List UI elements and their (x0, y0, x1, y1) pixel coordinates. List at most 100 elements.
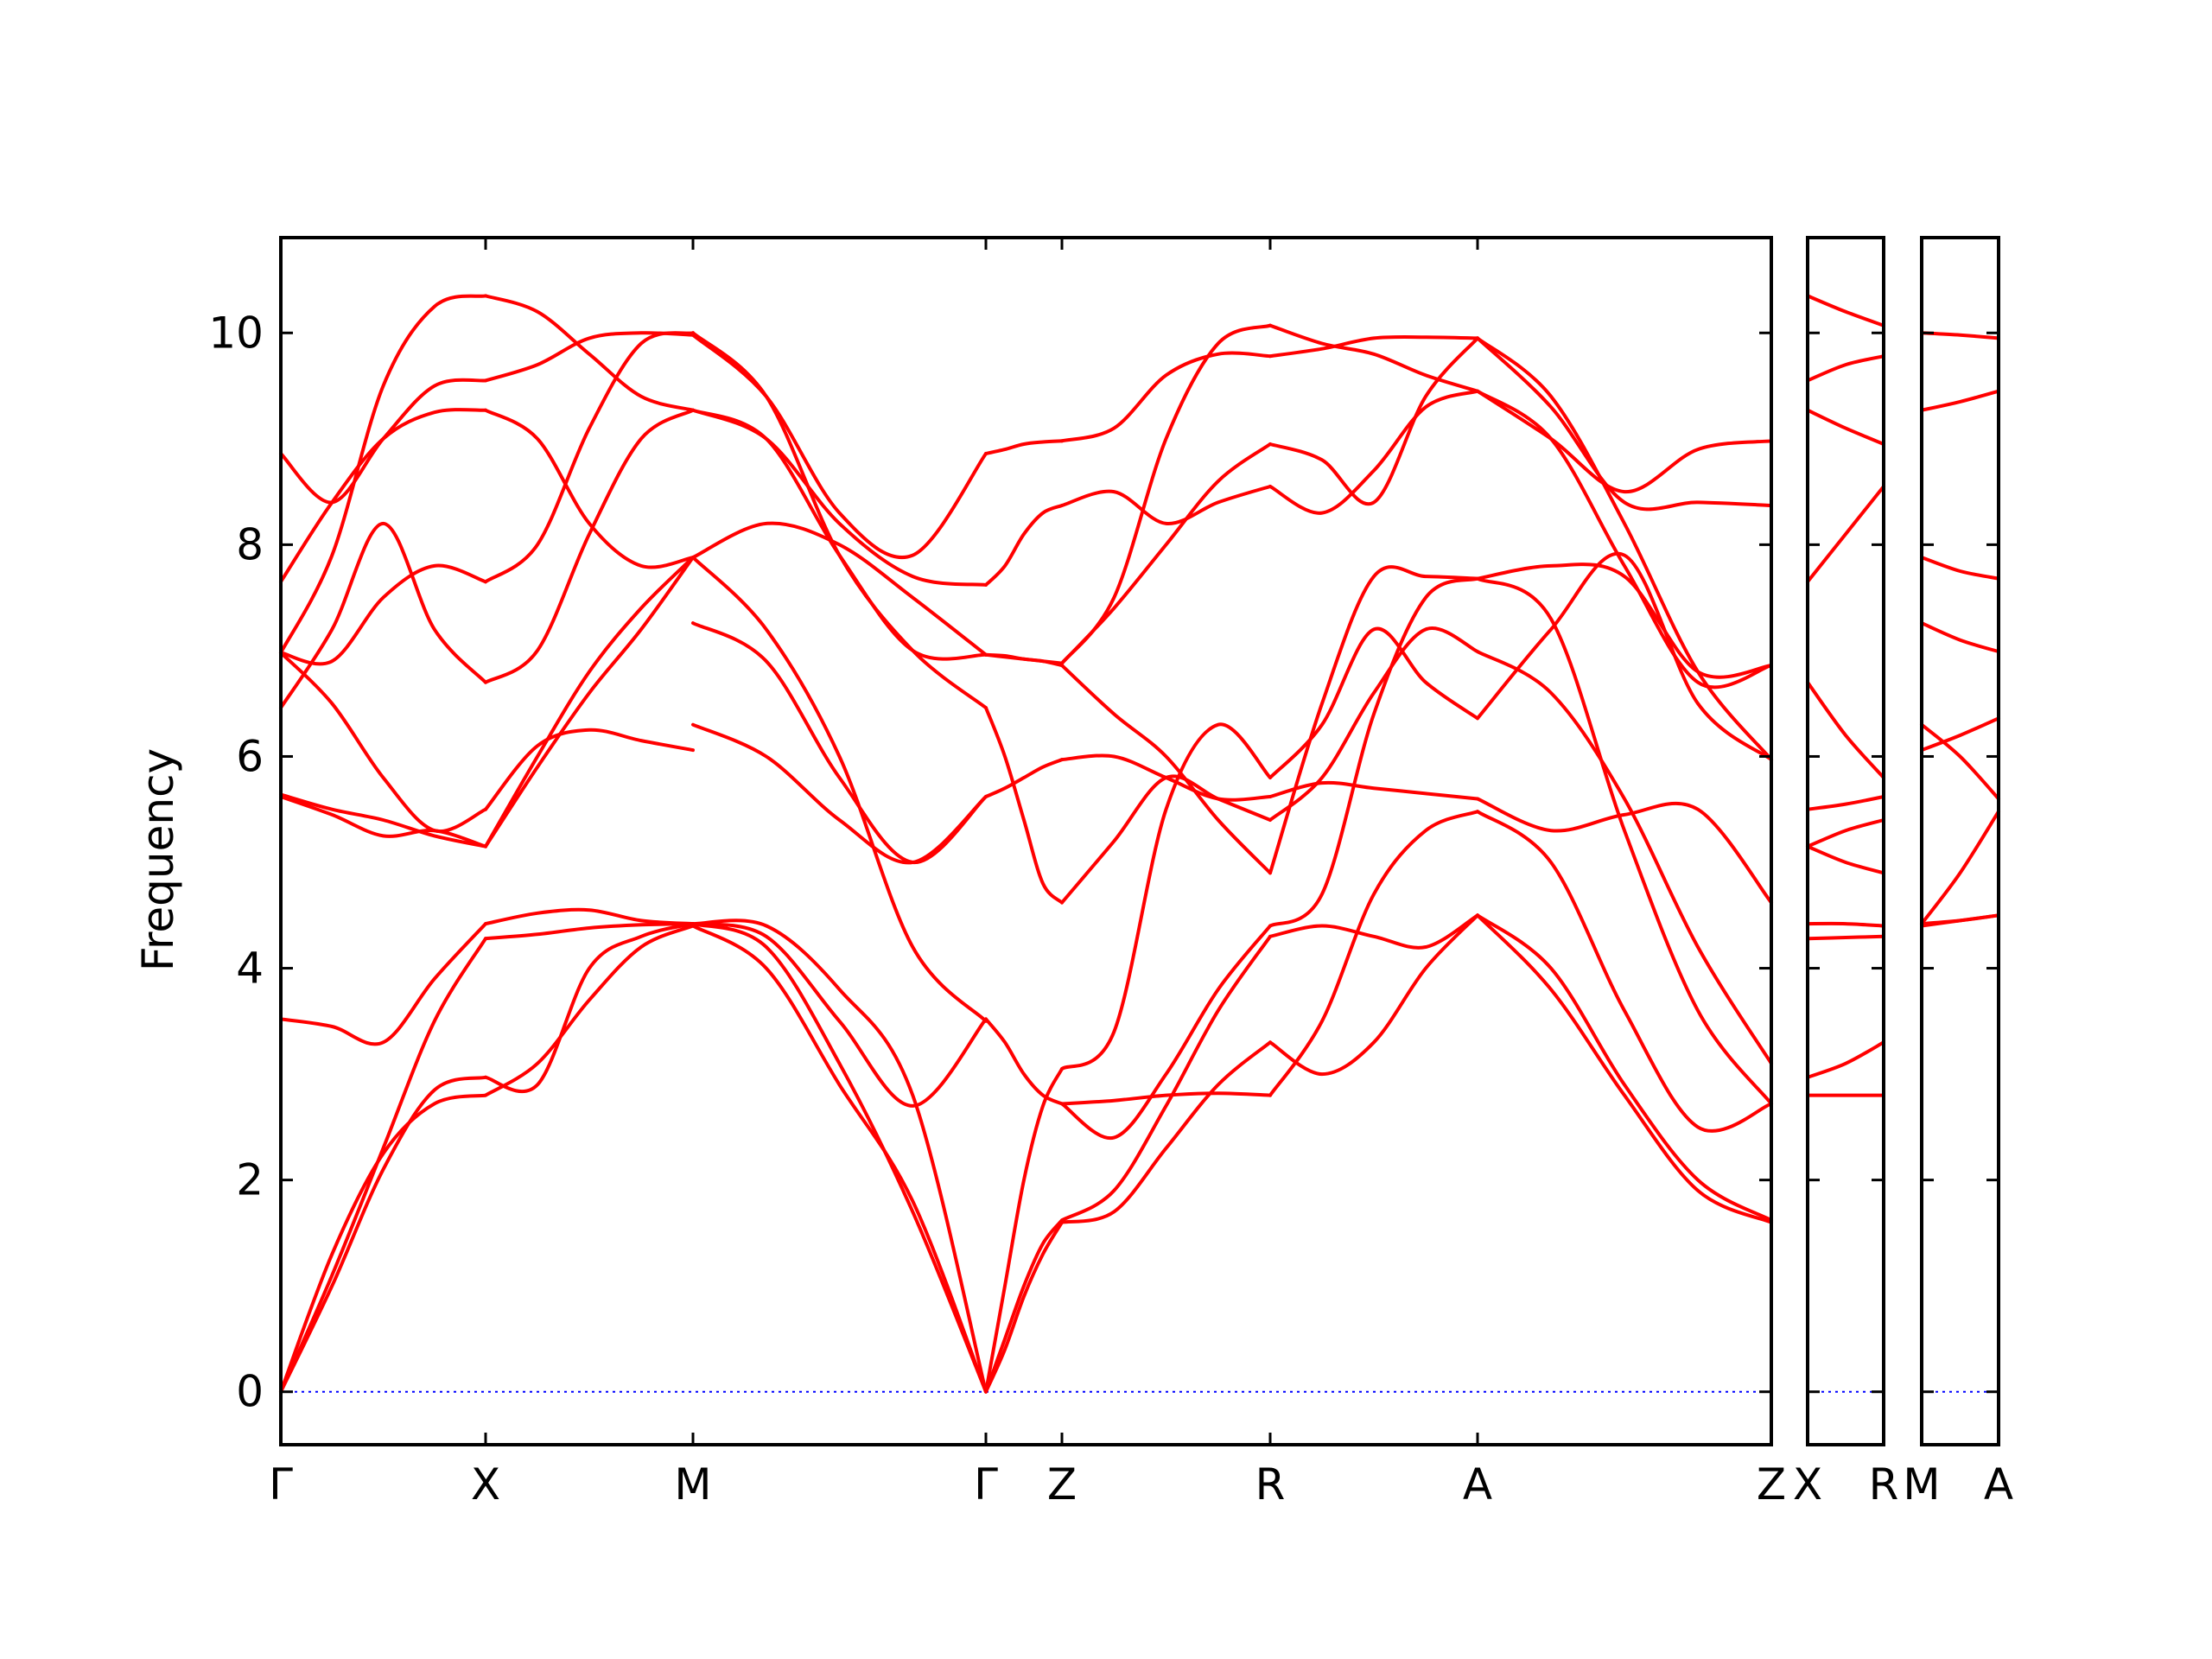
band-main-A-Z-8 (1476, 336, 1773, 512)
band-main-R-A-0 (1268, 913, 1479, 1077)
band-main-M-Γ-4 (691, 556, 988, 1023)
band-main-R-A-6 (1268, 626, 1479, 779)
xtick-label-X-R-1: R (1869, 1459, 1899, 1510)
band-M-A-M-A-2 (1920, 810, 2000, 926)
y-axis-label: Frequency (133, 748, 183, 971)
band-X-R-X-R-7 (1806, 680, 1885, 779)
band-main-Γ-Z-3 (984, 1017, 1064, 1106)
frame-main (279, 236, 1773, 1446)
band-X-R-X-R-11 (1806, 294, 1885, 327)
band-main-X-M-7 (484, 331, 695, 584)
band-main-A-Z-1 (1476, 913, 1773, 1223)
band-main-Z-R-9 (1060, 485, 1272, 525)
band-M-A-M-A-3 (1920, 556, 2000, 581)
band-main-Γ-Z-4 (984, 758, 1064, 798)
band-main-Z-R-7 (1060, 664, 1272, 875)
band-main-M-Γ-1 (691, 922, 988, 1394)
band-main-R-A-3 (1268, 576, 1479, 928)
xtick-label-M-A-0: M (1903, 1459, 1940, 1510)
ytick-label-6: 6 (236, 731, 264, 781)
band-main-Γ-X-1 (279, 1075, 487, 1394)
band-main-M-Γ-6 (691, 722, 988, 865)
band-main-Γ-Z-7 (984, 652, 1064, 665)
band-main-A-Z-10 (1476, 336, 1773, 762)
band-main-Γ-Z-5 (984, 706, 1064, 905)
band-main-Z-R-4 (1060, 924, 1272, 1141)
band-main-Γ-X-6 (279, 651, 487, 834)
band-main-M-Γ-5 (691, 621, 988, 865)
band-M-A-M-A-1 (1920, 913, 2000, 926)
band-main-X-M-4 (484, 556, 695, 849)
band-main-M-Γ-2 (691, 918, 988, 1394)
ytick-label-2: 2 (236, 1155, 264, 1205)
band-main-R-A-4 (1268, 626, 1479, 822)
axis-ticks (279, 238, 2000, 1445)
band-main-X-M-10 (484, 331, 695, 383)
band-main-R-A-9 (1268, 389, 1479, 515)
band-main-Γ-X-2 (279, 937, 487, 1394)
band-main-X-M-0 (484, 924, 695, 1097)
band-main-Z-R-2 (1060, 1091, 1272, 1106)
band-main-X-M-6 (484, 728, 695, 811)
xtick-label-main-7: Z (1757, 1459, 1786, 1510)
band-main-R-A-10 (1268, 334, 1479, 359)
band-main-Γ-X-3 (279, 922, 487, 1046)
band-X-R-X-R-3 (1806, 921, 1885, 928)
ytick-label-0: 0 (236, 1367, 264, 1417)
band-main-Γ-X-0 (279, 1093, 487, 1394)
xtick-label-main-0: Γ (269, 1459, 293, 1510)
xtick-label-main-3: Γ (974, 1459, 998, 1510)
band-main-A-Z-3 (1476, 576, 1773, 1106)
band-main-M-Γ-11 (691, 408, 988, 661)
band-main-Z-R-10 (1060, 351, 1272, 443)
ytick-label-8: 8 (236, 519, 264, 569)
band-main-Γ-X-11 (279, 294, 487, 655)
frame-M-A (1920, 236, 2000, 1446)
ytick-label-4: 4 (236, 944, 264, 994)
band-main-X-M-11 (484, 294, 695, 412)
xtick-label-M-A-1: A (1984, 1459, 2013, 1510)
band-main-R-A-11 (1268, 323, 1479, 393)
band-X-R-X-R-8 (1806, 485, 1885, 584)
band-X-R-X-R-5 (1806, 818, 1885, 849)
band-main-Z-R-1 (1060, 934, 1272, 1223)
frame-X-R (1806, 236, 1885, 1446)
xtick-label-main-5: R (1255, 1459, 1286, 1510)
band-main-Z-R-11 (1060, 323, 1272, 665)
band-X-R-X-R-1 (1806, 1040, 1885, 1079)
band-M-A-M-A-7 (1920, 389, 2000, 412)
band-X-R-X-R-9 (1806, 408, 1885, 446)
xtick-label-main-2: M (674, 1459, 711, 1510)
band-X-R-X-R-4 (1806, 844, 1885, 875)
ytick-label-10: 10 (208, 308, 264, 358)
band-main-R-A-7 (1268, 565, 1479, 875)
band-main-Γ-X-4 (279, 795, 487, 849)
band-main-M-Γ-0 (691, 924, 988, 1394)
band-main-R-A-5 (1268, 780, 1479, 801)
band-main-A-Z-5 (1476, 797, 1773, 905)
band-main-X-M-3 (484, 907, 695, 926)
band-main-Z-R-0 (1060, 1040, 1272, 1224)
band-M-A-M-A-4 (1920, 621, 2000, 654)
band-main-M-Γ-9 (691, 408, 988, 587)
band-main-R-A-1 (1268, 913, 1479, 950)
band-main-R-A-2 (1268, 810, 1479, 1097)
band-main-Z-R-6 (1060, 753, 1272, 802)
band-main-A-Z-11 (1476, 389, 1773, 690)
band-main-X-M-9 (484, 408, 695, 569)
band-main-M-Γ-8 (691, 331, 988, 710)
band-X-R-X-R-2 (1806, 934, 1885, 941)
band-main-Γ-X-9 (279, 408, 487, 584)
xtick-label-X-R-0: X (1793, 1459, 1822, 1510)
band-main-X-M-8 (484, 408, 695, 684)
band-main-Γ-Z-0 (984, 1220, 1064, 1394)
band-main-M-Γ-7 (691, 521, 988, 657)
panel-frames (279, 236, 2000, 1446)
band-main-M-Γ-3 (691, 922, 988, 1108)
band-M-A-M-A-6 (1920, 722, 2000, 801)
band-main-X-M-1 (484, 922, 695, 1093)
band-main-A-Z-0 (1476, 913, 1773, 1224)
band-main-M-Γ-10 (691, 333, 988, 560)
band-main-A-Z-4 (1476, 650, 1773, 1065)
